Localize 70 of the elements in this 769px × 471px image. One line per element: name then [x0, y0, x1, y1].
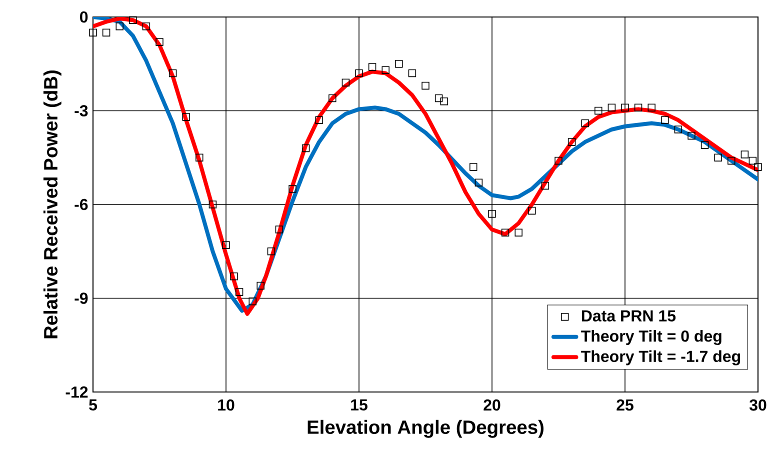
point [688, 132, 696, 140]
x-tick-label: 30 [749, 399, 766, 411]
x-tick-label: 20 [484, 399, 500, 411]
point [728, 156, 736, 165]
point [89, 28, 97, 36]
point [581, 119, 589, 128]
point [156, 38, 164, 46]
point [714, 154, 722, 162]
point [196, 154, 204, 162]
x-tick-label: 5 [89, 399, 98, 411]
point [748, 156, 757, 165]
point [608, 104, 616, 112]
point [129, 16, 137, 24]
point [208, 200, 217, 208]
point [594, 106, 602, 115]
point [142, 22, 150, 30]
point [355, 69, 363, 78]
point [275, 226, 284, 234]
y-tick-label: -3 [74, 105, 88, 116]
point [700, 141, 709, 149]
y-tick-label: -6 [74, 198, 88, 210]
point [328, 94, 336, 102]
point [514, 228, 522, 236]
point [302, 144, 310, 152]
y-axis-title: Relative Received Power (dB) [43, 70, 62, 338]
point [182, 113, 190, 121]
y-tick-label: -9 [74, 292, 88, 304]
point [440, 98, 448, 106]
point [168, 69, 177, 78]
point [648, 104, 656, 112]
x-axis-title: Elevation Angle (Degrees) [308, 420, 544, 438]
point [568, 138, 576, 146]
y-tick-label: 0 [80, 11, 88, 23]
point [102, 28, 110, 36]
x-tick-label: 25 [616, 399, 634, 411]
point [368, 63, 376, 71]
point [634, 104, 642, 112]
point [395, 60, 403, 68]
point [674, 126, 682, 134]
point [256, 282, 264, 290]
point [288, 185, 296, 193]
point [541, 182, 550, 190]
point [422, 82, 430, 90]
point [267, 247, 276, 256]
point [501, 228, 510, 236]
point [315, 116, 323, 124]
x-tick-label: 10 [218, 399, 234, 411]
point [248, 298, 256, 306]
point [235, 288, 244, 296]
point [222, 241, 230, 249]
point [528, 206, 536, 215]
point [474, 178, 483, 186]
point [230, 272, 238, 280]
point [661, 116, 669, 124]
legend-label: Data PRN 15 [582, 310, 676, 322]
point [434, 94, 443, 102]
point [621, 104, 629, 112]
point [488, 210, 496, 218]
point [740, 150, 749, 158]
x-tick-label: 15 [351, 399, 368, 411]
point [754, 163, 762, 171]
point [342, 78, 350, 86]
point [554, 156, 562, 165]
point [470, 163, 478, 171]
legend-label: Theory Tilt = 0 deg [581, 330, 722, 346]
legend-label: Theory Tilt = -1.7 deg [581, 350, 740, 366]
point [382, 66, 390, 74]
point [408, 69, 416, 78]
point [116, 22, 124, 30]
y-tick-label: -12 [66, 386, 88, 398]
